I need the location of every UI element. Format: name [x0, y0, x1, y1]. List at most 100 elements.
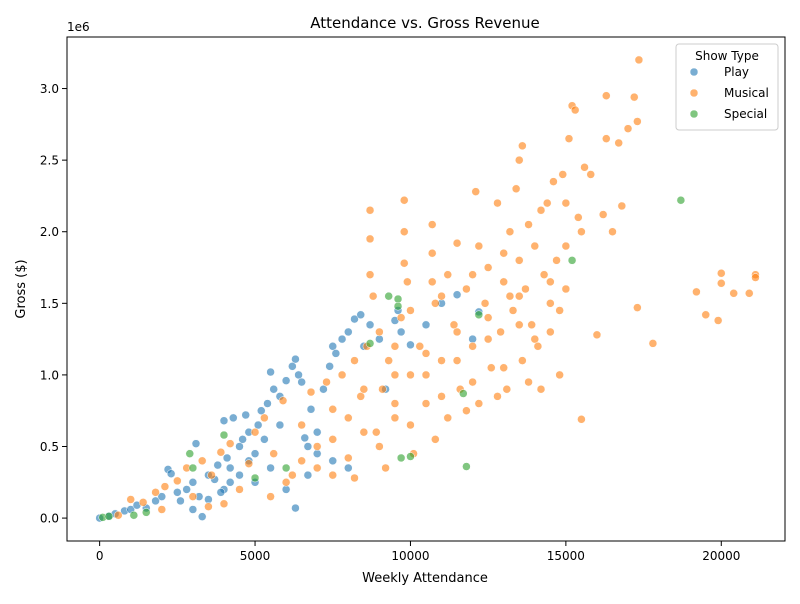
data-point-musical — [493, 198, 502, 208]
data-point-musical — [592, 330, 602, 340]
legend-title: Show Type — [695, 49, 759, 63]
data-point-musical — [536, 206, 546, 215]
legend-label-special: Special — [724, 107, 767, 121]
data-point-musical — [745, 289, 754, 298]
data-point-musical — [160, 482, 170, 491]
data-point-musical — [437, 356, 446, 365]
data-point-play — [294, 370, 303, 380]
legend-label-musical: Musical — [724, 86, 769, 100]
data-point-musical — [390, 370, 400, 380]
data-point-musical — [431, 299, 440, 308]
data-point-musical — [381, 463, 390, 473]
data-point-musical — [561, 241, 571, 251]
x-tick-label: 5000 — [240, 549, 271, 563]
data-point-musical — [427, 277, 437, 287]
data-point-play — [219, 416, 229, 425]
data-point-musical — [269, 449, 278, 458]
data-point-musical — [536, 384, 546, 394]
data-point-musical — [518, 141, 527, 151]
data-point-musical — [468, 270, 477, 279]
data-point-musical — [421, 370, 431, 380]
x-tick-label: 10000 — [391, 549, 429, 563]
data-point-musical — [350, 473, 359, 483]
data-point-play — [235, 470, 244, 480]
data-point-special — [188, 463, 198, 473]
data-point-musical — [462, 284, 471, 294]
data-point-musical — [570, 105, 580, 115]
data-point-play — [173, 488, 182, 497]
data-point-musical — [375, 442, 384, 451]
data-point-musical — [216, 447, 226, 457]
data-point-musical — [427, 248, 437, 258]
data-point-play — [188, 505, 198, 514]
data-point-play — [182, 485, 191, 494]
data-point-play — [300, 433, 310, 443]
data-point-musical — [449, 320, 459, 330]
data-point-musical — [499, 248, 508, 258]
data-point-musical — [452, 356, 462, 365]
data-point-musical — [281, 478, 291, 487]
data-point-musical — [399, 195, 409, 205]
data-point-musical — [312, 463, 322, 473]
data-point-musical — [633, 117, 642, 126]
data-point-play — [312, 449, 322, 458]
data-point-musical — [452, 327, 462, 337]
data-point-musical — [539, 270, 549, 279]
data-point-play — [312, 427, 322, 437]
data-point-special — [462, 462, 471, 471]
data-point-musical — [328, 405, 337, 414]
data-point-musical — [421, 399, 431, 408]
data-point-play — [151, 496, 160, 506]
points-layer — [95, 55, 760, 523]
data-point-musical — [499, 363, 508, 372]
data-point-musical — [496, 327, 505, 337]
data-point-musical — [452, 238, 462, 248]
data-point-musical — [505, 227, 515, 236]
data-point-musical — [530, 334, 540, 344]
data-point-musical — [151, 488, 160, 497]
data-point-musical — [437, 392, 446, 401]
data-point-play — [421, 320, 431, 330]
data-point-musical — [518, 356, 527, 365]
data-point-play — [291, 503, 300, 513]
data-point-musical — [483, 263, 493, 272]
data-point-play — [344, 327, 353, 337]
data-point-musical — [524, 377, 533, 387]
data-point-musical — [403, 277, 412, 287]
data-point-musical — [574, 213, 583, 222]
data-point-play — [253, 420, 263, 430]
data-point-musical — [225, 439, 235, 448]
legend-marker-play — [689, 67, 699, 77]
data-point-musical — [406, 420, 415, 430]
data-point-play — [281, 376, 291, 385]
data-point-play — [468, 334, 477, 344]
data-point-musical — [502, 384, 512, 394]
data-point-play — [263, 399, 272, 408]
data-point-play — [306, 405, 316, 414]
data-point-play — [375, 334, 384, 344]
data-point-musical — [633, 303, 642, 312]
data-point-special — [567, 256, 577, 265]
x-tick-label: 20000 — [702, 549, 740, 563]
data-point-musical — [396, 313, 406, 322]
data-point-play — [319, 384, 328, 394]
data-point-musical — [546, 327, 555, 337]
data-point-musical — [729, 289, 738, 298]
data-point-musical — [378, 384, 387, 394]
data-point-musical — [359, 427, 369, 437]
y-tick-label: 0.0 — [40, 512, 59, 526]
data-point-play — [337, 334, 347, 344]
data-point-musical — [399, 227, 409, 236]
data-point-play — [275, 420, 285, 430]
data-point-musical — [266, 492, 275, 501]
data-point-musical — [328, 470, 337, 480]
data-point-musical — [235, 485, 244, 494]
data-point-special — [393, 294, 403, 304]
data-point-play — [406, 340, 415, 350]
data-point-special — [281, 463, 291, 473]
data-point-play — [241, 410, 250, 420]
data-point-play — [257, 406, 266, 415]
data-point-musical — [390, 342, 400, 351]
legend-label-play: Play — [724, 65, 749, 79]
y-axis: 0.0 0.5 1.0 1.5 2.0 2.5 3.0 — [40, 82, 67, 526]
